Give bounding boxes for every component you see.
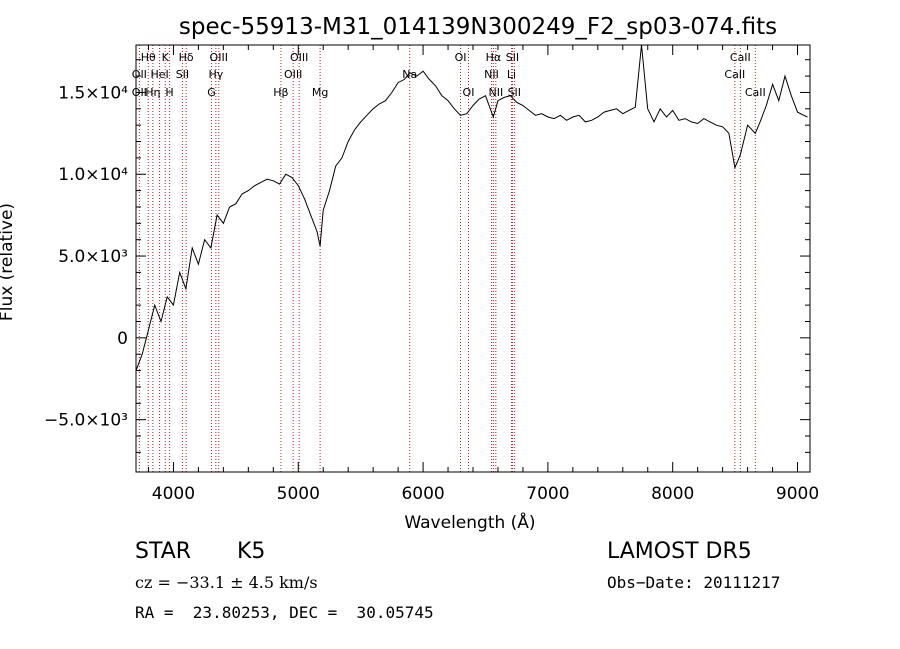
survey-label: LAMOST DR5 [607,539,752,564]
spectral-line-label: Hθ [141,51,156,64]
y-tick-label: 1.0×10⁴ [58,165,128,185]
object-class-label: STAR [135,539,192,564]
spectral-line-label: OIII [284,68,302,81]
spectral-line-label: Hη [145,86,160,99]
spectral-line-label: SII [508,86,521,99]
coordinates-text: RA = 23.80253, DEC = 30.05745 [135,603,434,622]
spectral-line-label: K [162,51,170,64]
spectral-line-label: Hγ [208,68,223,81]
spectral-line-markers [138,45,756,472]
x-tick-label: 9000 [776,484,819,504]
spectral-line-label: Hβ [273,86,288,99]
spectral-line-label: SII [506,51,519,64]
spectral-line-label: Hα [486,51,502,64]
spectral-line-label: CaII [724,68,745,81]
x-tick-label: 7000 [526,484,569,504]
object-subclass-label: K5 [237,539,266,564]
x-tick-label: 4000 [152,484,195,504]
spectral-line-label: NII [488,86,503,99]
y-tick-label: 5.0×10³ [58,247,128,267]
y-tick-label: 0 [117,329,128,349]
spectral-line-label: H [165,86,173,99]
y-tick-label: −5.0×10³ [44,411,128,431]
spectral-line-label: Li [507,68,516,81]
observation-date-text: Obs−Date: 20111217 [607,573,781,592]
y-tick-label: 1.5×10⁴ [58,83,128,103]
x-axis-label: Wavelength (Å) [404,511,535,533]
chart-title: spec-55913-M31_014139N300249_F2_sp03-074… [179,14,777,40]
spectral-line-label: OI [463,86,475,99]
plot-frame [135,44,811,473]
spectral-line-label: OI [455,51,467,64]
spectral-line-label: HeI [150,68,168,81]
redshift-velocity-text: cz = −33.1 ± 4.5 km/s [135,573,318,592]
spectral-line-label: OII [132,68,147,81]
x-tick-label: 5000 [277,484,320,504]
spectrum-series-line [135,44,808,371]
y-axis: 1.5×10⁴ 1.0×10⁴ 5.0×10³ 0 −5.0×10³ [44,59,810,453]
spectral-line-label: CaII [730,51,751,64]
x-tick-label: 6000 [401,484,444,504]
spectral-line-label: SII [176,68,189,81]
x-tick-label: 8000 [651,484,694,504]
spectral-line-label: CaII [745,86,766,99]
spectral-line-label: Hδ [179,51,194,64]
y-axis-label: Flux (relative) [0,203,17,321]
spectral-line-label: G [207,86,216,99]
spectral-line-label: NII [484,68,499,81]
spectral-line-label: OIII [290,51,308,64]
spectral-line-label: Mg [312,86,328,99]
spectral-line-label: OIII [210,51,228,64]
x-axis: 4000 5000 6000 7000 8000 9000 [147,45,819,504]
